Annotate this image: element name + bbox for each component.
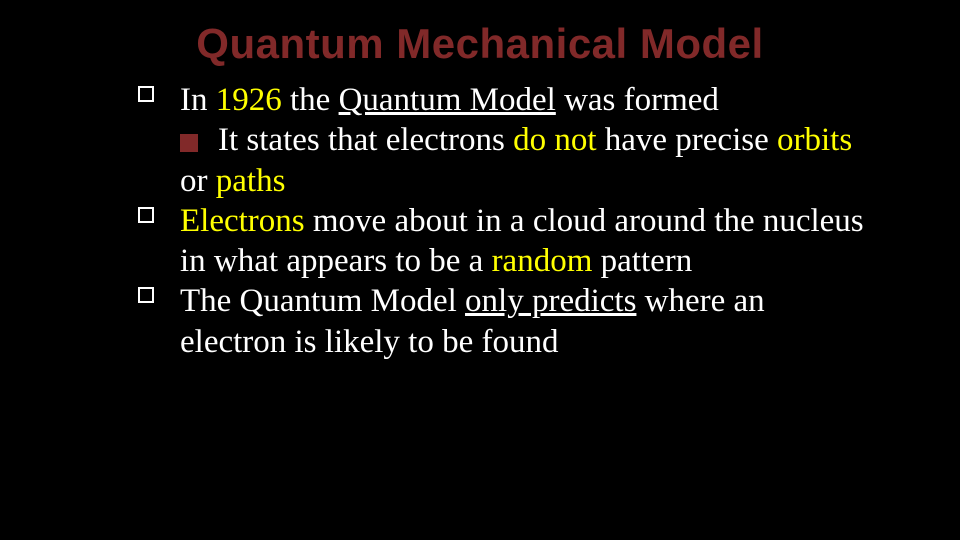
slide-body: In 1926 the Quantum Model was formedIt s… (60, 80, 900, 362)
square-bullet-icon (138, 287, 154, 303)
text-run: Electrons (180, 203, 305, 239)
text-run: only predicts (465, 283, 636, 319)
square-bullet-icon (138, 207, 154, 223)
text-run: pattern (592, 243, 692, 279)
bullet-item: In 1926 the Quantum Model was formed (180, 80, 870, 120)
text-run: the (282, 82, 339, 118)
bullet-text: The Quantum Model only predicts where an… (180, 281, 870, 362)
text-run: In (180, 82, 216, 118)
bullet-text: In 1926 the Quantum Model was formed (180, 80, 870, 120)
square-bullet-icon (138, 86, 154, 102)
text-run: have precise (597, 122, 778, 158)
bullet-item: The Quantum Model only predicts where an… (180, 281, 870, 362)
bullet-text: Electrons move about in a cloud around t… (180, 201, 870, 282)
text-run: The Quantum Model (180, 283, 465, 319)
text-run: or (180, 163, 216, 199)
sub-bullet-item: It states that electrons do not have pre… (180, 120, 870, 201)
text-run: was formed (556, 82, 719, 118)
text-run: do not (513, 122, 596, 158)
text-run: Quantum Model (339, 82, 556, 118)
text-run: random (492, 243, 593, 279)
slide-title: Quantum Mechanical Model (60, 20, 900, 68)
text-run: paths (216, 163, 286, 199)
sub-bullet-text: It states that electrons do not have pre… (180, 120, 870, 201)
bullet-item: Electrons move about in a cloud around t… (180, 201, 870, 282)
filled-square-bullet-icon (180, 134, 198, 152)
text-run: It states that electrons (218, 122, 513, 158)
slide: Quantum Mechanical Model In 1926 the Qua… (0, 0, 960, 540)
text-run: 1926 (216, 82, 282, 118)
text-run: orbits (777, 122, 852, 158)
